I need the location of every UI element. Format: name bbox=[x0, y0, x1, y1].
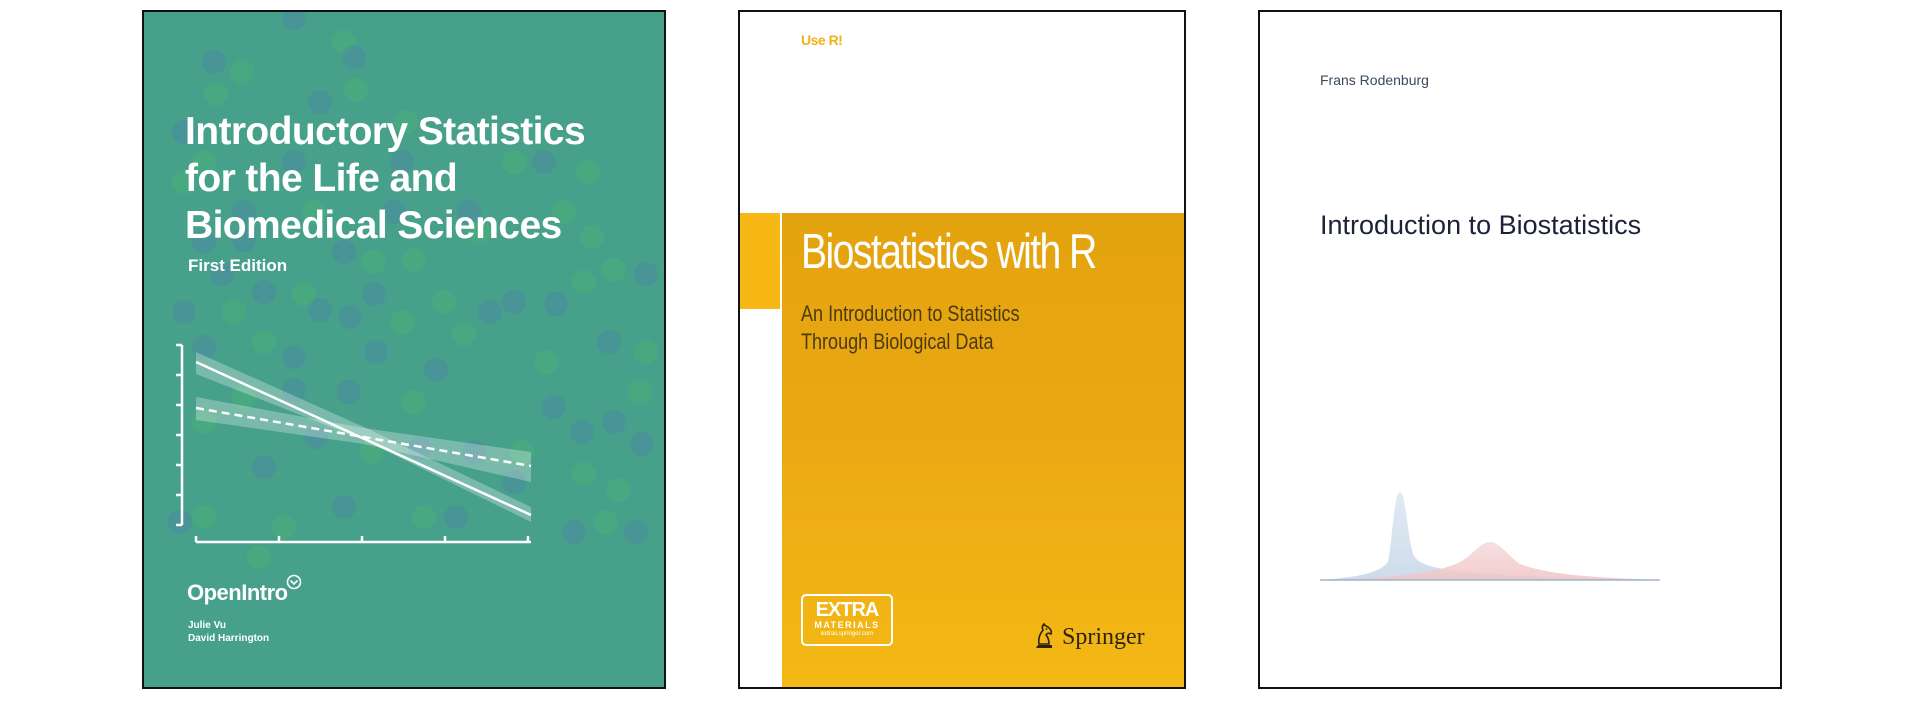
book-cover-introductory-statistics[interactable]: Introductory Statistics for the Life and… bbox=[142, 10, 666, 689]
book-cover-introduction-to-biostatistics[interactable]: Frans Rodenburg Introduction to Biostati… bbox=[1258, 10, 1782, 689]
cover-subtitle: An Introduction to Statistics Through Bi… bbox=[801, 300, 1020, 356]
cover-subtitle-line: Through Biological Data bbox=[801, 329, 994, 354]
publisher-logo-openintro: OpenIntro bbox=[187, 580, 288, 605]
cover-authors: Julie Vu David Harrington bbox=[188, 619, 269, 645]
cover-title: Biostatistics with R bbox=[801, 225, 1097, 279]
cover-color-band bbox=[782, 213, 1184, 687]
author-name: Julie Vu bbox=[188, 620, 226, 631]
cover-title: Introduction to Biostatistics bbox=[1320, 210, 1642, 240]
cover-title-line: Biomedical Sciences bbox=[185, 204, 562, 247]
cover-dot-pattern bbox=[168, 12, 658, 569]
cover-tab-accent bbox=[740, 213, 782, 309]
series-label: Use R! bbox=[801, 32, 843, 48]
cover-edition: First Edition bbox=[188, 256, 288, 275]
cover-title: Introductory Statistics for the Life and… bbox=[185, 108, 645, 249]
extra-materials-badge: EXTRA MATERIALS extras.springer.com bbox=[801, 594, 893, 646]
springer-knight-icon bbox=[1036, 622, 1053, 648]
cover-band-edge bbox=[780, 213, 782, 687]
badge-url: extras.springer.com bbox=[820, 631, 874, 637]
publisher-logo-springer: Springer bbox=[1062, 624, 1145, 650]
book-cover-biostatistics-with-r[interactable]: Use R! Biostatistics with R An Introduct… bbox=[738, 10, 1186, 689]
cover-subtitle-line: An Introduction to Statistics bbox=[801, 301, 1020, 326]
badge-line: MATERIALS bbox=[814, 620, 880, 630]
regression-plot-illustration bbox=[176, 343, 532, 544]
openintro-badge-icon bbox=[286, 574, 302, 590]
cover-title-line: Introductory Statistics bbox=[185, 110, 586, 153]
cover-author: Frans Rodenburg bbox=[1320, 72, 1429, 88]
badge-line: EXTRA bbox=[815, 599, 880, 621]
author-name: David Harrington bbox=[188, 633, 270, 644]
density-curves-illustration bbox=[1320, 492, 1660, 581]
cover-title-line: for the Life and bbox=[185, 157, 458, 200]
